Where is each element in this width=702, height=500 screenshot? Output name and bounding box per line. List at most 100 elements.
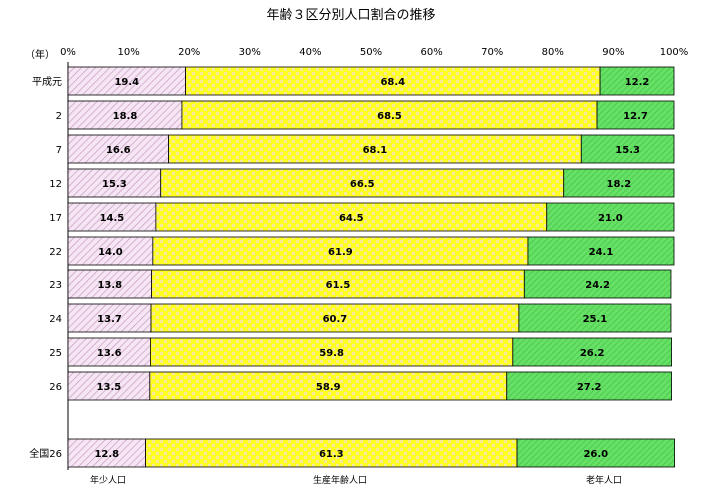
data-label: 26.2 — [580, 348, 605, 359]
bar-row: 23 13.8 61.5 24.2 — [49, 269, 672, 299]
bar-segment — [67, 134, 169, 164]
bar-row: 平成元 19.4 68.4 12.2 — [32, 66, 675, 96]
legend-entry: 老年人口 — [586, 474, 622, 486]
bar-row: 26 13.5 58.9 27.2 — [49, 371, 672, 401]
data-label: 61.9 — [328, 247, 353, 258]
category-label: 17 — [49, 213, 62, 224]
bar-segment — [67, 66, 186, 96]
data-label: 12.2 — [625, 77, 650, 88]
bar-segment — [168, 134, 582, 164]
bar-segment — [145, 438, 518, 468]
data-label: 18.8 — [113, 111, 138, 122]
data-label: 15.3 — [615, 145, 640, 156]
data-label: 13.5 — [97, 382, 122, 393]
x-tick-label: 30% — [239, 47, 261, 58]
bar-segment — [155, 202, 548, 232]
data-label: 13.7 — [97, 314, 122, 325]
data-label: 15.3 — [102, 179, 127, 190]
category-label: 25 — [49, 348, 62, 359]
category-label: 24 — [49, 314, 62, 325]
data-label: 19.4 — [114, 77, 139, 88]
bar-row: 22 14.0 61.9 24.1 — [49, 236, 675, 266]
legend-entry: 生産年齢人口 — [313, 474, 367, 486]
x-tick-label: 80% — [542, 47, 564, 58]
legend: 年少人口 生産年齢人口 老年人口 — [90, 474, 622, 486]
category-label: 平成元 — [32, 76, 62, 88]
data-label: 14.5 — [100, 213, 125, 224]
data-label: 14.0 — [98, 247, 123, 258]
bar-row: 2 18.8 68.5 12.7 — [56, 100, 675, 130]
data-label: 25.1 — [583, 314, 608, 325]
data-label: 68.1 — [363, 145, 388, 156]
x-tick-label: 10% — [117, 47, 139, 58]
bar-segment — [546, 202, 675, 232]
x-tick-label: 90% — [602, 47, 624, 58]
bar-row: 17 14.5 64.5 21.0 — [49, 202, 675, 232]
data-label: 60.7 — [323, 314, 348, 325]
bar-row: 12 15.3 66.5 18.2 — [49, 168, 675, 198]
bar-segment — [506, 371, 672, 401]
x-tick-label: 50% — [360, 47, 382, 58]
chart-title: 年齢３区分別人口割合の推移 — [266, 7, 435, 23]
data-label: 64.5 — [339, 213, 364, 224]
bar-segment — [181, 100, 598, 130]
bar-segment — [160, 168, 565, 198]
category-label: 7 — [56, 145, 62, 156]
data-label: 61.5 — [326, 280, 351, 291]
x-tick-label: 100% — [660, 47, 689, 58]
legend-entry: 年少人口 — [90, 474, 126, 486]
data-label: 24.1 — [589, 247, 614, 258]
bar-segment — [67, 100, 183, 130]
category-label: 22 — [49, 247, 62, 258]
data-label: 18.2 — [607, 179, 632, 190]
data-label: 58.9 — [316, 382, 341, 393]
bar-segment — [527, 236, 675, 266]
bar-segment — [67, 337, 151, 367]
category-label: 26 — [49, 382, 62, 393]
category-label: 全国26 — [29, 447, 62, 460]
x-axis-ticks: 0% 10% 20% 30% 40% 50% 60% 70% 80% 90% 100% — [60, 47, 688, 470]
x-tick-label: 40% — [299, 47, 321, 58]
data-label: 68.4 — [380, 77, 405, 88]
x-tick-label: 0% — [60, 47, 76, 58]
data-label: 24.2 — [585, 280, 610, 291]
bar-segment — [67, 438, 146, 468]
data-label: 61.3 — [319, 449, 344, 460]
bar-segment — [67, 371, 151, 401]
bar-segment — [67, 303, 152, 333]
bar-segment — [67, 236, 154, 266]
data-label: 68.5 — [377, 111, 402, 122]
bar-segment — [563, 168, 675, 198]
bar-segment — [580, 134, 675, 164]
bar-segment — [512, 337, 672, 367]
x-tick-label: 70% — [481, 47, 503, 58]
bar-segment — [149, 371, 508, 401]
category-label: 2 — [56, 111, 62, 122]
bar-row: 7 16.6 68.1 15.3 — [56, 134, 675, 164]
bar-row: 24 13.7 60.7 25.1 — [49, 303, 672, 333]
data-label: 13.6 — [97, 348, 122, 359]
data-label: 27.2 — [577, 382, 602, 393]
bar-segment — [518, 303, 672, 333]
data-label: 66.5 — [350, 179, 375, 190]
year-axis-label: （年） — [25, 48, 55, 61]
bar-segment — [67, 168, 162, 198]
category-label: 23 — [49, 280, 62, 291]
bar-segment — [150, 303, 520, 333]
data-label: 13.8 — [97, 280, 122, 291]
bar-segment — [523, 269, 672, 299]
data-label: 12.7 — [623, 111, 648, 122]
data-label: 59.8 — [319, 348, 344, 359]
data-label: 16.6 — [106, 145, 131, 156]
bar-segment — [150, 337, 514, 367]
bar-segment — [152, 236, 529, 266]
bar-segment — [67, 269, 153, 299]
x-tick-label: 60% — [420, 47, 442, 58]
bar-segment — [599, 66, 675, 96]
bar-segment — [596, 100, 675, 130]
data-label: 26.0 — [583, 449, 608, 460]
bar-segment — [516, 438, 676, 468]
bar-segment — [151, 269, 525, 299]
bar-row: 全国26 12.8 61.3 26.0 — [29, 438, 676, 468]
